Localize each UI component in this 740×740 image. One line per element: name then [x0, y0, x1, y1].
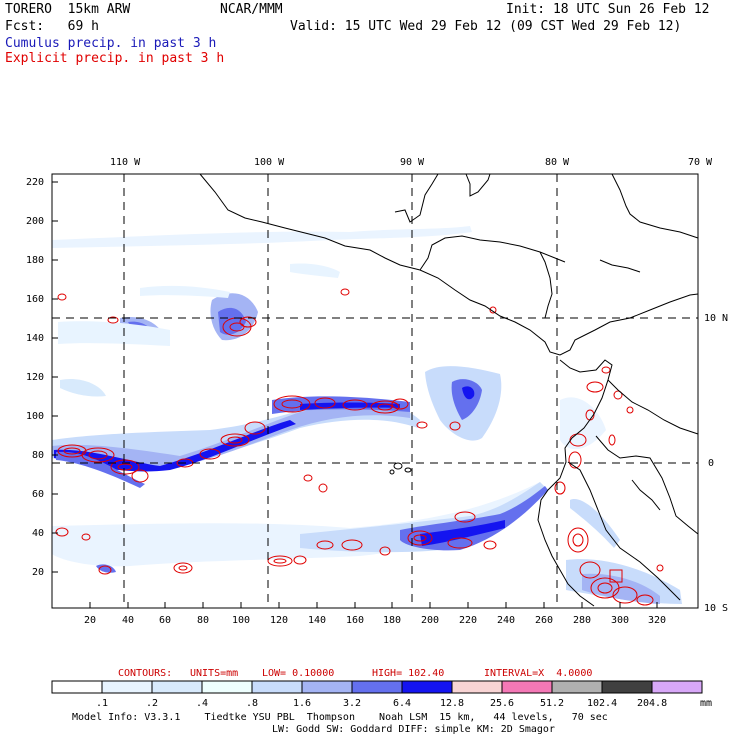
- cumulus-precip-shading: [52, 226, 682, 604]
- colorbar-swatch: [501, 680, 553, 694]
- lat-label-10s: 10 S: [704, 603, 729, 614]
- y-tick-label: 120: [26, 372, 45, 383]
- model-title: TORERO 15km ARW: [5, 2, 131, 17]
- x-tick-label: 280: [573, 615, 592, 626]
- x-tick-label: 160: [346, 615, 365, 626]
- x-tick-label: 140: [308, 615, 327, 626]
- contour-units: UNITS=mm: [190, 668, 239, 679]
- colorbar-label: .8: [246, 698, 259, 709]
- cumulus-precip-label: Cumulus precip. in past 3 h: [5, 36, 217, 51]
- lat-label-10n: 10 N: [704, 313, 729, 324]
- lat-lon-grid: [52, 174, 698, 608]
- y-tick-label: 220: [26, 177, 45, 188]
- model-physics: LW: Godd SW: Goddard DIFF: simple KM: 2D…: [272, 724, 555, 735]
- init-time: Init: 18 UTC Sun 26 Feb 12: [506, 2, 710, 17]
- x-tick-label: 220: [459, 615, 478, 626]
- colorbar-swatch: [151, 680, 203, 694]
- colorbar-swatch: [651, 680, 703, 694]
- colorbar-label: 6.4: [393, 698, 412, 709]
- plot-frame: [51, 173, 699, 609]
- colorbar-unit: mm: [700, 698, 713, 709]
- colorbar-label: .2: [146, 698, 159, 709]
- colorbar-swatch: [251, 680, 303, 694]
- x-tick-label: 320: [648, 615, 667, 626]
- colorbar: [51, 680, 703, 694]
- x-tick-label: 240: [497, 615, 516, 626]
- y-tick-label: 200: [26, 216, 45, 227]
- lon-label-80w: 80 W: [545, 157, 570, 168]
- y-tick-label: 20: [32, 567, 45, 578]
- colorbar-swatch: [101, 680, 153, 694]
- colorbar-label: 3.2: [343, 698, 362, 709]
- colorbar-label: 12.8: [440, 698, 465, 709]
- colorbar-label: 51.2: [540, 698, 565, 709]
- x-tick-label: 260: [535, 615, 554, 626]
- lat-label-0: 0: [708, 458, 715, 469]
- y-tick-label: 60: [32, 489, 45, 500]
- organization: NCAR/MMM: [220, 2, 283, 17]
- coastlines: [199, 173, 699, 607]
- contour-low: LOW= 0.10000: [262, 668, 335, 679]
- colorbar-swatch: [201, 680, 253, 694]
- colorbar-label: 102.4: [587, 698, 618, 709]
- colorbar-swatch: [601, 680, 653, 694]
- lon-label-70w: 70 W: [688, 157, 713, 168]
- valid-time: Valid: 15 UTC Wed 29 Feb 12 (09 CST Wed …: [290, 19, 682, 34]
- x-tick-label: 20: [84, 615, 97, 626]
- y-tick-label: 100: [26, 411, 45, 422]
- forecast-hour: Fcst: 69 h: [5, 19, 99, 34]
- y-tick-label: 80: [32, 450, 45, 461]
- y-tick-label: 160: [26, 294, 45, 305]
- x-tick-label: 200: [421, 615, 440, 626]
- colorbar-swatch: [451, 680, 503, 694]
- axis-ticks: [52, 181, 658, 608]
- y-tick-label: 180: [26, 255, 45, 266]
- x-tick-label: 80: [197, 615, 210, 626]
- model-info: Model Info: V3.3.1 Tiedtke YSU PBL Thomp…: [72, 712, 608, 723]
- colorbar-label: .4: [196, 698, 209, 709]
- x-tick-label: 100: [232, 615, 251, 626]
- x-tick-label: 180: [383, 615, 402, 626]
- contour-interval: INTERVAL=X 4.0000: [484, 668, 593, 679]
- lon-label-110w: 110 W: [110, 157, 141, 168]
- x-tick-label: 120: [270, 615, 289, 626]
- y-tick-label: 140: [26, 333, 45, 344]
- colorbar-swatch: [301, 680, 353, 694]
- colorbar-label: 25.6: [490, 698, 515, 709]
- lon-label-100w: 100 W: [254, 157, 285, 168]
- colorbar-swatch: [551, 680, 603, 694]
- colorbar-swatch: [351, 680, 403, 694]
- contour-info-label: CONTOURS:: [118, 668, 173, 679]
- colorbar-label: 1.6: [293, 698, 312, 709]
- explicit-precip-contours: [55, 288, 664, 606]
- lon-label-90w: 90 W: [400, 157, 425, 168]
- contour-high: HIGH= 102.40: [372, 668, 445, 679]
- explicit-precip-label: Explicit precip. in past 3 h: [5, 51, 225, 66]
- colorbar-swatch: [401, 680, 453, 694]
- x-tick-label: 60: [159, 615, 172, 626]
- x-tick-label: 300: [611, 615, 630, 626]
- x-tick-label: 40: [122, 615, 135, 626]
- colorbar-label: 204.8: [637, 698, 668, 709]
- colorbar-swatch: [51, 680, 103, 694]
- y-tick-label: 40: [32, 528, 45, 539]
- colorbar-label: .1: [96, 698, 109, 709]
